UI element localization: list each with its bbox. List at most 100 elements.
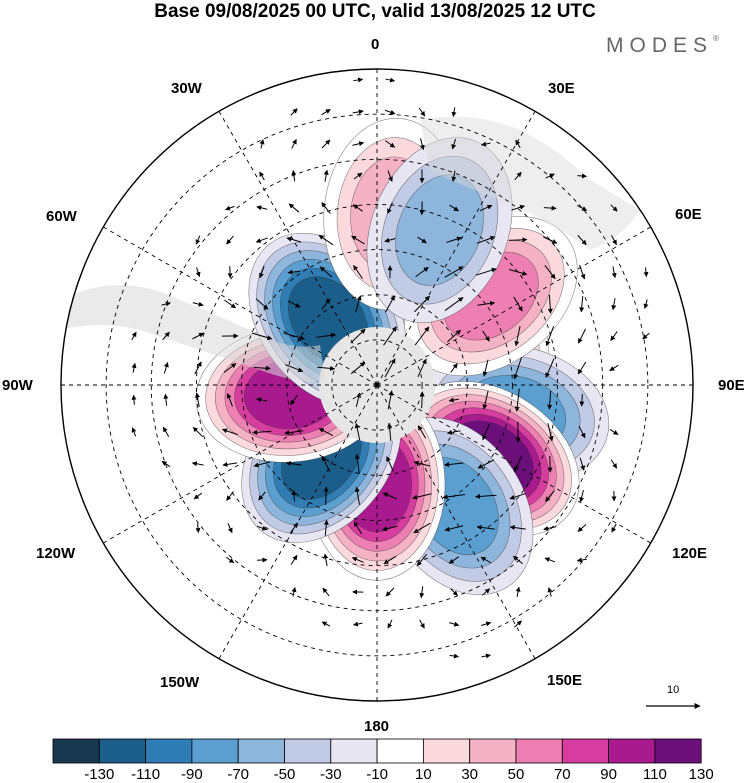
- lon-label-30e: 30E: [548, 80, 575, 97]
- wind-vector: [253, 365, 271, 371]
- wind-vector: [544, 264, 556, 280]
- wind-vector: [321, 621, 331, 627]
- colorbar-tick-label: 50: [507, 766, 525, 783]
- wind-vector: [162, 426, 170, 438]
- lon-label-60e: 60E: [675, 206, 702, 223]
- colorbar-tick-label: 70: [553, 766, 571, 783]
- wind-vector: [513, 356, 523, 380]
- wind-vector: [252, 332, 273, 340]
- wind-vector: [481, 141, 491, 147]
- wind-vector: [413, 460, 430, 467]
- wind-vector: [579, 264, 586, 280]
- wind-vector: [385, 140, 396, 148]
- wind-vector: [387, 619, 393, 629]
- colorbar-swatch: [608, 738, 656, 764]
- wind-vector: [192, 301, 204, 307]
- wind-vector: [509, 237, 528, 243]
- wind-vector: [543, 525, 557, 531]
- wind-vector: [414, 326, 430, 346]
- wind-vector: [577, 234, 587, 246]
- wind-vector: [476, 235, 496, 244]
- wind-vector: [577, 205, 588, 211]
- wind-vector: [444, 266, 464, 278]
- wind-vector: [577, 173, 587, 179]
- lon-label-0: 0: [371, 36, 380, 53]
- wind-vector: [449, 653, 459, 659]
- wind-vector: [318, 234, 334, 246]
- wind-vector: [163, 393, 169, 406]
- wind-vector: [285, 461, 302, 466]
- wind-vector: [610, 331, 618, 342]
- wind-vector: [417, 425, 427, 439]
- wind-vector: [385, 587, 395, 597]
- wind-vector: [444, 462, 464, 468]
- wind-vector: [609, 364, 619, 372]
- wind-vectors: [131, 77, 650, 659]
- wind-vector: [545, 358, 555, 378]
- wind-vector: [283, 332, 305, 341]
- colorbar-swatch: [654, 738, 702, 764]
- wind-vector: [387, 422, 393, 441]
- wind-vector: [319, 266, 333, 278]
- map-border: [60, 68, 694, 702]
- wind-vector: [195, 392, 201, 408]
- wind-vector: [509, 525, 526, 530]
- wind-vector: [609, 429, 619, 435]
- wind-vector: [414, 295, 430, 313]
- wind-vector: [579, 490, 585, 503]
- colorbar-swatch: [561, 738, 609, 764]
- wind-vector: [195, 523, 201, 534]
- wind-vector: [643, 267, 649, 278]
- wind-vector: [131, 331, 137, 341]
- wind-vector: [193, 492, 203, 500]
- chart-title: Base 09/08/2025 00 UTC, valid 13/08/2025…: [154, 1, 596, 22]
- wind-vector: [256, 397, 268, 403]
- colorbar-swatch: [376, 738, 424, 764]
- wind-vector: [291, 489, 297, 502]
- wind-vector: [482, 390, 489, 410]
- wind-vector: [509, 492, 527, 500]
- wind-vector: [255, 298, 269, 310]
- wind-vector: [290, 554, 298, 565]
- wind-vector: [351, 235, 365, 245]
- colorbar-tick-label: -70: [227, 766, 250, 783]
- wind-vector: [545, 326, 555, 347]
- wind-vector: [352, 109, 364, 115]
- wind-vector: [419, 391, 425, 409]
- wind-vector: [542, 236, 558, 244]
- wind-vector: [442, 493, 466, 500]
- colorbar: [52, 738, 702, 764]
- wind-vector: [578, 425, 586, 439]
- wind-vector: [259, 266, 265, 279]
- wind-vector: [163, 362, 169, 374]
- colorbar-tick-label: 30: [461, 766, 479, 783]
- wind-vector: [384, 237, 396, 243]
- wind-vector: [381, 525, 398, 532]
- wind-vector: [226, 491, 234, 501]
- wind-vector: [131, 394, 137, 405]
- wind-vector: [226, 235, 234, 245]
- wind-vector: [448, 397, 459, 403]
- wind-vector: [482, 330, 490, 342]
- wind-vector: [547, 294, 553, 314]
- wind-vector: [383, 555, 397, 565]
- colorbar-tick-label: 130: [688, 766, 714, 783]
- wind-vector: [225, 556, 235, 564]
- wind-vector: [477, 459, 495, 469]
- wind-vector: [385, 77, 396, 83]
- colorbar-swatch: [191, 738, 239, 764]
- wind-vector: [511, 204, 526, 211]
- latitude-circle: [331, 339, 423, 431]
- wind-vector: [316, 332, 337, 338]
- wind-vector: [258, 491, 266, 501]
- wind-vector: [286, 236, 302, 243]
- wind-vector: [353, 264, 363, 279]
- wind-vector: [545, 490, 555, 502]
- wind-vector: [447, 329, 462, 343]
- wind-vector: [384, 358, 396, 378]
- wind-vector: [131, 362, 137, 373]
- wind-vector: [514, 326, 521, 347]
- wind-vector: [610, 459, 618, 469]
- wind-vector: [642, 332, 650, 340]
- colorbar-tick-label: 90: [600, 766, 617, 783]
